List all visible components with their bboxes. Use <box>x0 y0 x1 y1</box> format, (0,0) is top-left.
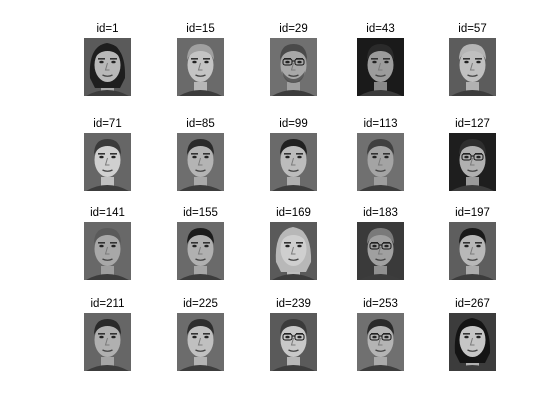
face-image <box>84 133 131 191</box>
subplot-title: id=225 <box>183 298 218 310</box>
face-image <box>270 222 317 280</box>
face-image <box>177 133 224 191</box>
face-image <box>270 313 317 371</box>
subplot-title: id=127 <box>455 118 490 130</box>
face-image <box>84 313 131 371</box>
face-image <box>449 222 496 280</box>
subplot-title: id=43 <box>366 23 395 35</box>
face-image <box>177 38 224 96</box>
subplot-title: id=113 <box>363 118 398 130</box>
subplot-title: id=1 <box>96 23 119 35</box>
subplot-title: id=267 <box>455 298 490 310</box>
subplot-title: id=99 <box>279 118 308 130</box>
subplot-title: id=197 <box>455 207 490 219</box>
face-image <box>357 38 404 96</box>
face-image <box>84 38 131 96</box>
face-image <box>177 313 224 371</box>
face-image <box>357 313 404 371</box>
face-image <box>177 222 224 280</box>
subplot-title: id=253 <box>363 298 398 310</box>
subplot-title: id=29 <box>279 23 308 35</box>
subplot-title: id=183 <box>363 207 398 219</box>
face-image <box>449 38 496 96</box>
subplot-title: id=211 <box>90 298 125 310</box>
subplot-title: id=141 <box>90 207 125 219</box>
subplot-title: id=155 <box>183 207 218 219</box>
face-image <box>449 313 496 371</box>
face-image <box>270 38 317 96</box>
subplot-title: id=71 <box>93 118 122 130</box>
face-image <box>449 133 496 191</box>
subplot-title: id=239 <box>276 298 311 310</box>
face-image <box>84 222 131 280</box>
face-image <box>357 133 404 191</box>
subplot-title: id=15 <box>186 23 215 35</box>
face-image <box>357 222 404 280</box>
subplot-title: id=169 <box>276 207 311 219</box>
face-image <box>270 133 317 191</box>
subplot-title: id=57 <box>458 23 487 35</box>
subplot-title: id=85 <box>186 118 215 130</box>
